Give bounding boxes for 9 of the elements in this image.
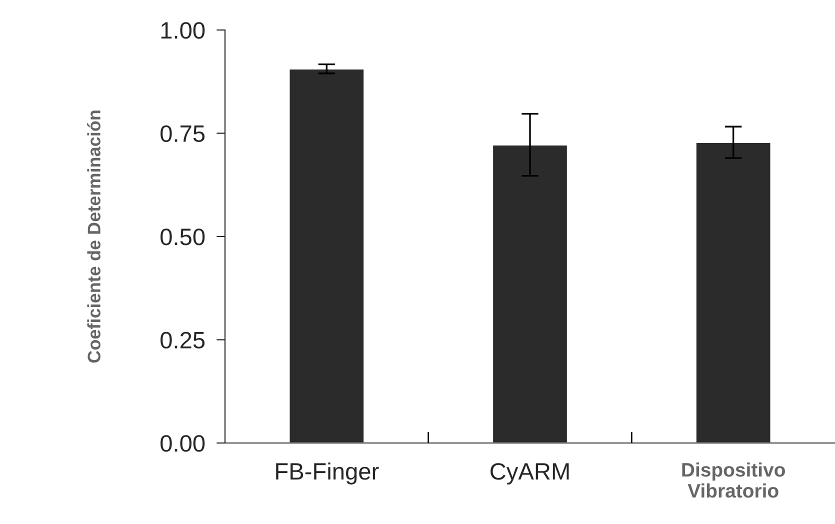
- y-tick-label: 0.75: [160, 125, 205, 142]
- y-tick-label: 0.50: [160, 228, 205, 246]
- y-tick-label: 0.25: [160, 332, 205, 349]
- y-tick-label: 0.00: [160, 435, 205, 452]
- x-tick-label: Dispositivo Vibratorio: [682, 462, 785, 498]
- x-tick-label: CyARM: [490, 463, 569, 484]
- y-axis-title: Coeficiente de Determinación: [87, 110, 100, 363]
- x-tick-label: FB-Finger: [276, 462, 379, 484]
- y-tick-label: 1.00: [161, 22, 205, 39]
